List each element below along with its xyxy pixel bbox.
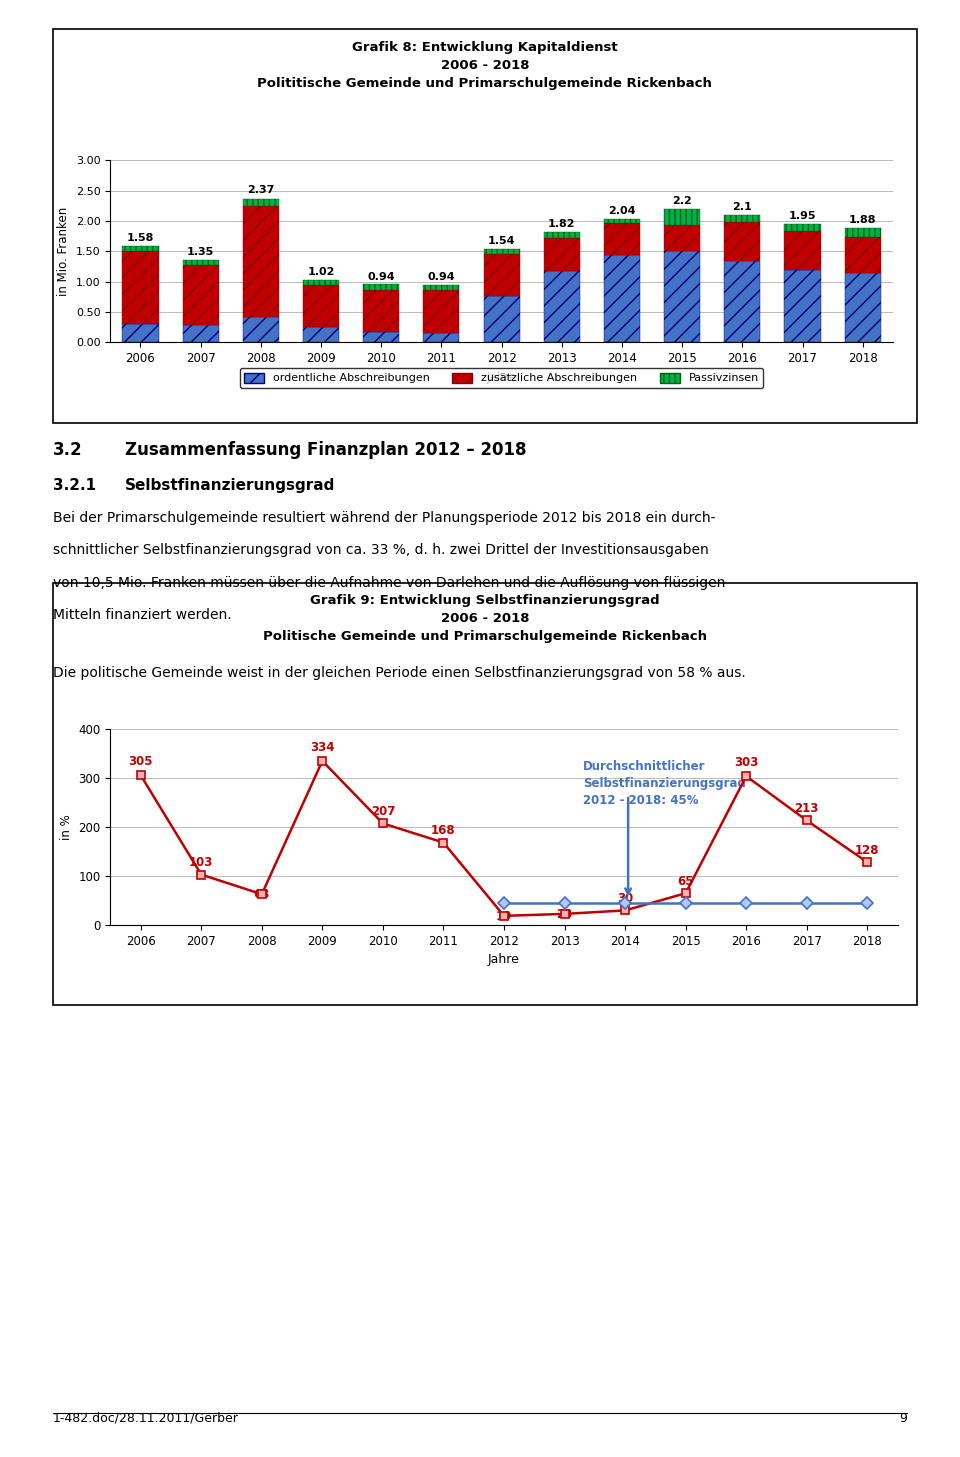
Bar xyxy=(543,237,580,271)
Text: 63: 63 xyxy=(253,889,270,900)
Text: 103: 103 xyxy=(189,855,213,868)
Bar xyxy=(303,284,339,326)
Bar xyxy=(845,229,880,237)
Text: 19: 19 xyxy=(495,909,513,922)
Bar xyxy=(243,198,279,207)
Bar xyxy=(303,326,339,342)
Text: 1-482.doc/28.11.2011/Gerber: 1-482.doc/28.11.2011/Gerber xyxy=(53,1412,239,1425)
Text: 1.88: 1.88 xyxy=(849,216,876,226)
Text: Bei der Primarschulgemeinde resultiert während der Planungsperiode 2012 bis 2018: Bei der Primarschulgemeinde resultiert w… xyxy=(53,511,715,526)
Bar xyxy=(604,219,640,223)
Text: 1.35: 1.35 xyxy=(187,248,214,258)
Legend: ordentliche Abschreibungen, zusätzliche Abschreibungen, Passivzinsen: ordentliche Abschreibungen, zusätzliche … xyxy=(240,369,763,388)
Text: 168: 168 xyxy=(431,823,456,836)
Bar xyxy=(784,224,821,232)
Text: 1.54: 1.54 xyxy=(488,236,516,246)
Bar xyxy=(784,232,821,270)
Bar xyxy=(182,261,219,265)
Bar xyxy=(363,290,399,332)
Text: 0.94: 0.94 xyxy=(427,272,455,283)
Bar xyxy=(243,318,279,342)
Text: schnittlicher Selbstfinanzierungsgrad von ca. 33 %, d. h. zwei Drittel der Inves: schnittlicher Selbstfinanzierungsgrad vo… xyxy=(53,543,708,558)
Text: Die politische Gemeinde weist in der gleichen Periode einen Selbstfinanzierungsg: Die politische Gemeinde weist in der gle… xyxy=(53,666,746,680)
Text: Mitteln finanziert werden.: Mitteln finanziert werden. xyxy=(53,608,231,622)
Bar xyxy=(604,255,640,342)
Text: Selbstfinanzierungsgrad: Selbstfinanzierungsgrad xyxy=(125,478,335,492)
Text: 128: 128 xyxy=(855,845,879,857)
Bar xyxy=(182,265,219,325)
Bar xyxy=(484,296,519,342)
Text: 2.1: 2.1 xyxy=(732,203,753,211)
Bar xyxy=(303,281,339,284)
X-axis label: Jahre: Jahre xyxy=(488,953,520,966)
Text: 2.04: 2.04 xyxy=(609,205,636,216)
Y-axis label: in %: in % xyxy=(60,814,73,839)
Text: Grafik 9: Entwicklung Selbstfinanzierungsgrad
2006 - 2018
Politische Gemeinde un: Grafik 9: Entwicklung Selbstfinanzierung… xyxy=(263,594,707,644)
Text: 303: 303 xyxy=(734,756,758,769)
Bar xyxy=(845,237,880,274)
Text: 3.2.1: 3.2.1 xyxy=(53,478,96,492)
Bar xyxy=(664,251,700,342)
Bar xyxy=(423,332,460,342)
Text: Durchschnittlicher
Selbstfinanzierungsgrad
2012 - 2018: 45%: Durchschnittlicher Selbstfinanzierungsgr… xyxy=(583,761,746,807)
Bar xyxy=(604,223,640,255)
Text: 1.02: 1.02 xyxy=(307,268,335,277)
Text: Zusammenfassung Finanzplan 2012 – 2018: Zusammenfassung Finanzplan 2012 – 2018 xyxy=(125,441,526,459)
Bar xyxy=(243,207,279,318)
Bar xyxy=(363,332,399,342)
Text: 65: 65 xyxy=(678,876,694,889)
Text: von 10,5 Mio. Franken müssen über die Aufnahme von Darlehen und die Auflösung vo: von 10,5 Mio. Franken müssen über die Au… xyxy=(53,576,725,590)
Bar xyxy=(363,284,399,290)
Bar xyxy=(123,246,158,251)
Bar xyxy=(784,270,821,342)
Bar xyxy=(724,223,760,261)
Text: 2.2: 2.2 xyxy=(672,195,692,205)
Bar xyxy=(664,226,700,251)
X-axis label: Jahre: Jahre xyxy=(487,370,516,383)
Text: 207: 207 xyxy=(371,804,396,817)
Bar xyxy=(123,323,158,342)
Bar xyxy=(724,261,760,342)
Text: 3.2: 3.2 xyxy=(53,441,83,459)
Bar xyxy=(543,232,580,237)
Text: 1.58: 1.58 xyxy=(127,233,155,243)
Text: 9: 9 xyxy=(900,1412,907,1425)
Text: 1.82: 1.82 xyxy=(548,219,576,229)
Bar xyxy=(543,271,580,342)
Text: 23: 23 xyxy=(557,908,573,921)
Bar xyxy=(423,286,460,290)
Text: 213: 213 xyxy=(795,801,819,814)
Text: Grafik 8: Entwicklung Kapitaldienst
2006 - 2018
Polititische Gemeinde und Primar: Grafik 8: Entwicklung Kapitaldienst 2006… xyxy=(257,41,712,90)
Bar xyxy=(484,249,519,254)
Text: 2.37: 2.37 xyxy=(247,185,275,195)
Bar xyxy=(845,274,880,342)
Text: 334: 334 xyxy=(310,742,335,755)
Text: 30: 30 xyxy=(617,892,634,905)
Bar xyxy=(123,251,158,323)
Bar xyxy=(484,254,519,296)
Bar xyxy=(423,290,460,332)
Text: 305: 305 xyxy=(129,755,153,768)
Text: 1.95: 1.95 xyxy=(789,211,816,221)
Bar xyxy=(724,216,760,223)
Text: 0.94: 0.94 xyxy=(368,272,396,283)
Bar xyxy=(182,325,219,342)
Y-axis label: in Mio. Franken: in Mio. Franken xyxy=(58,207,70,296)
Bar xyxy=(664,208,700,226)
